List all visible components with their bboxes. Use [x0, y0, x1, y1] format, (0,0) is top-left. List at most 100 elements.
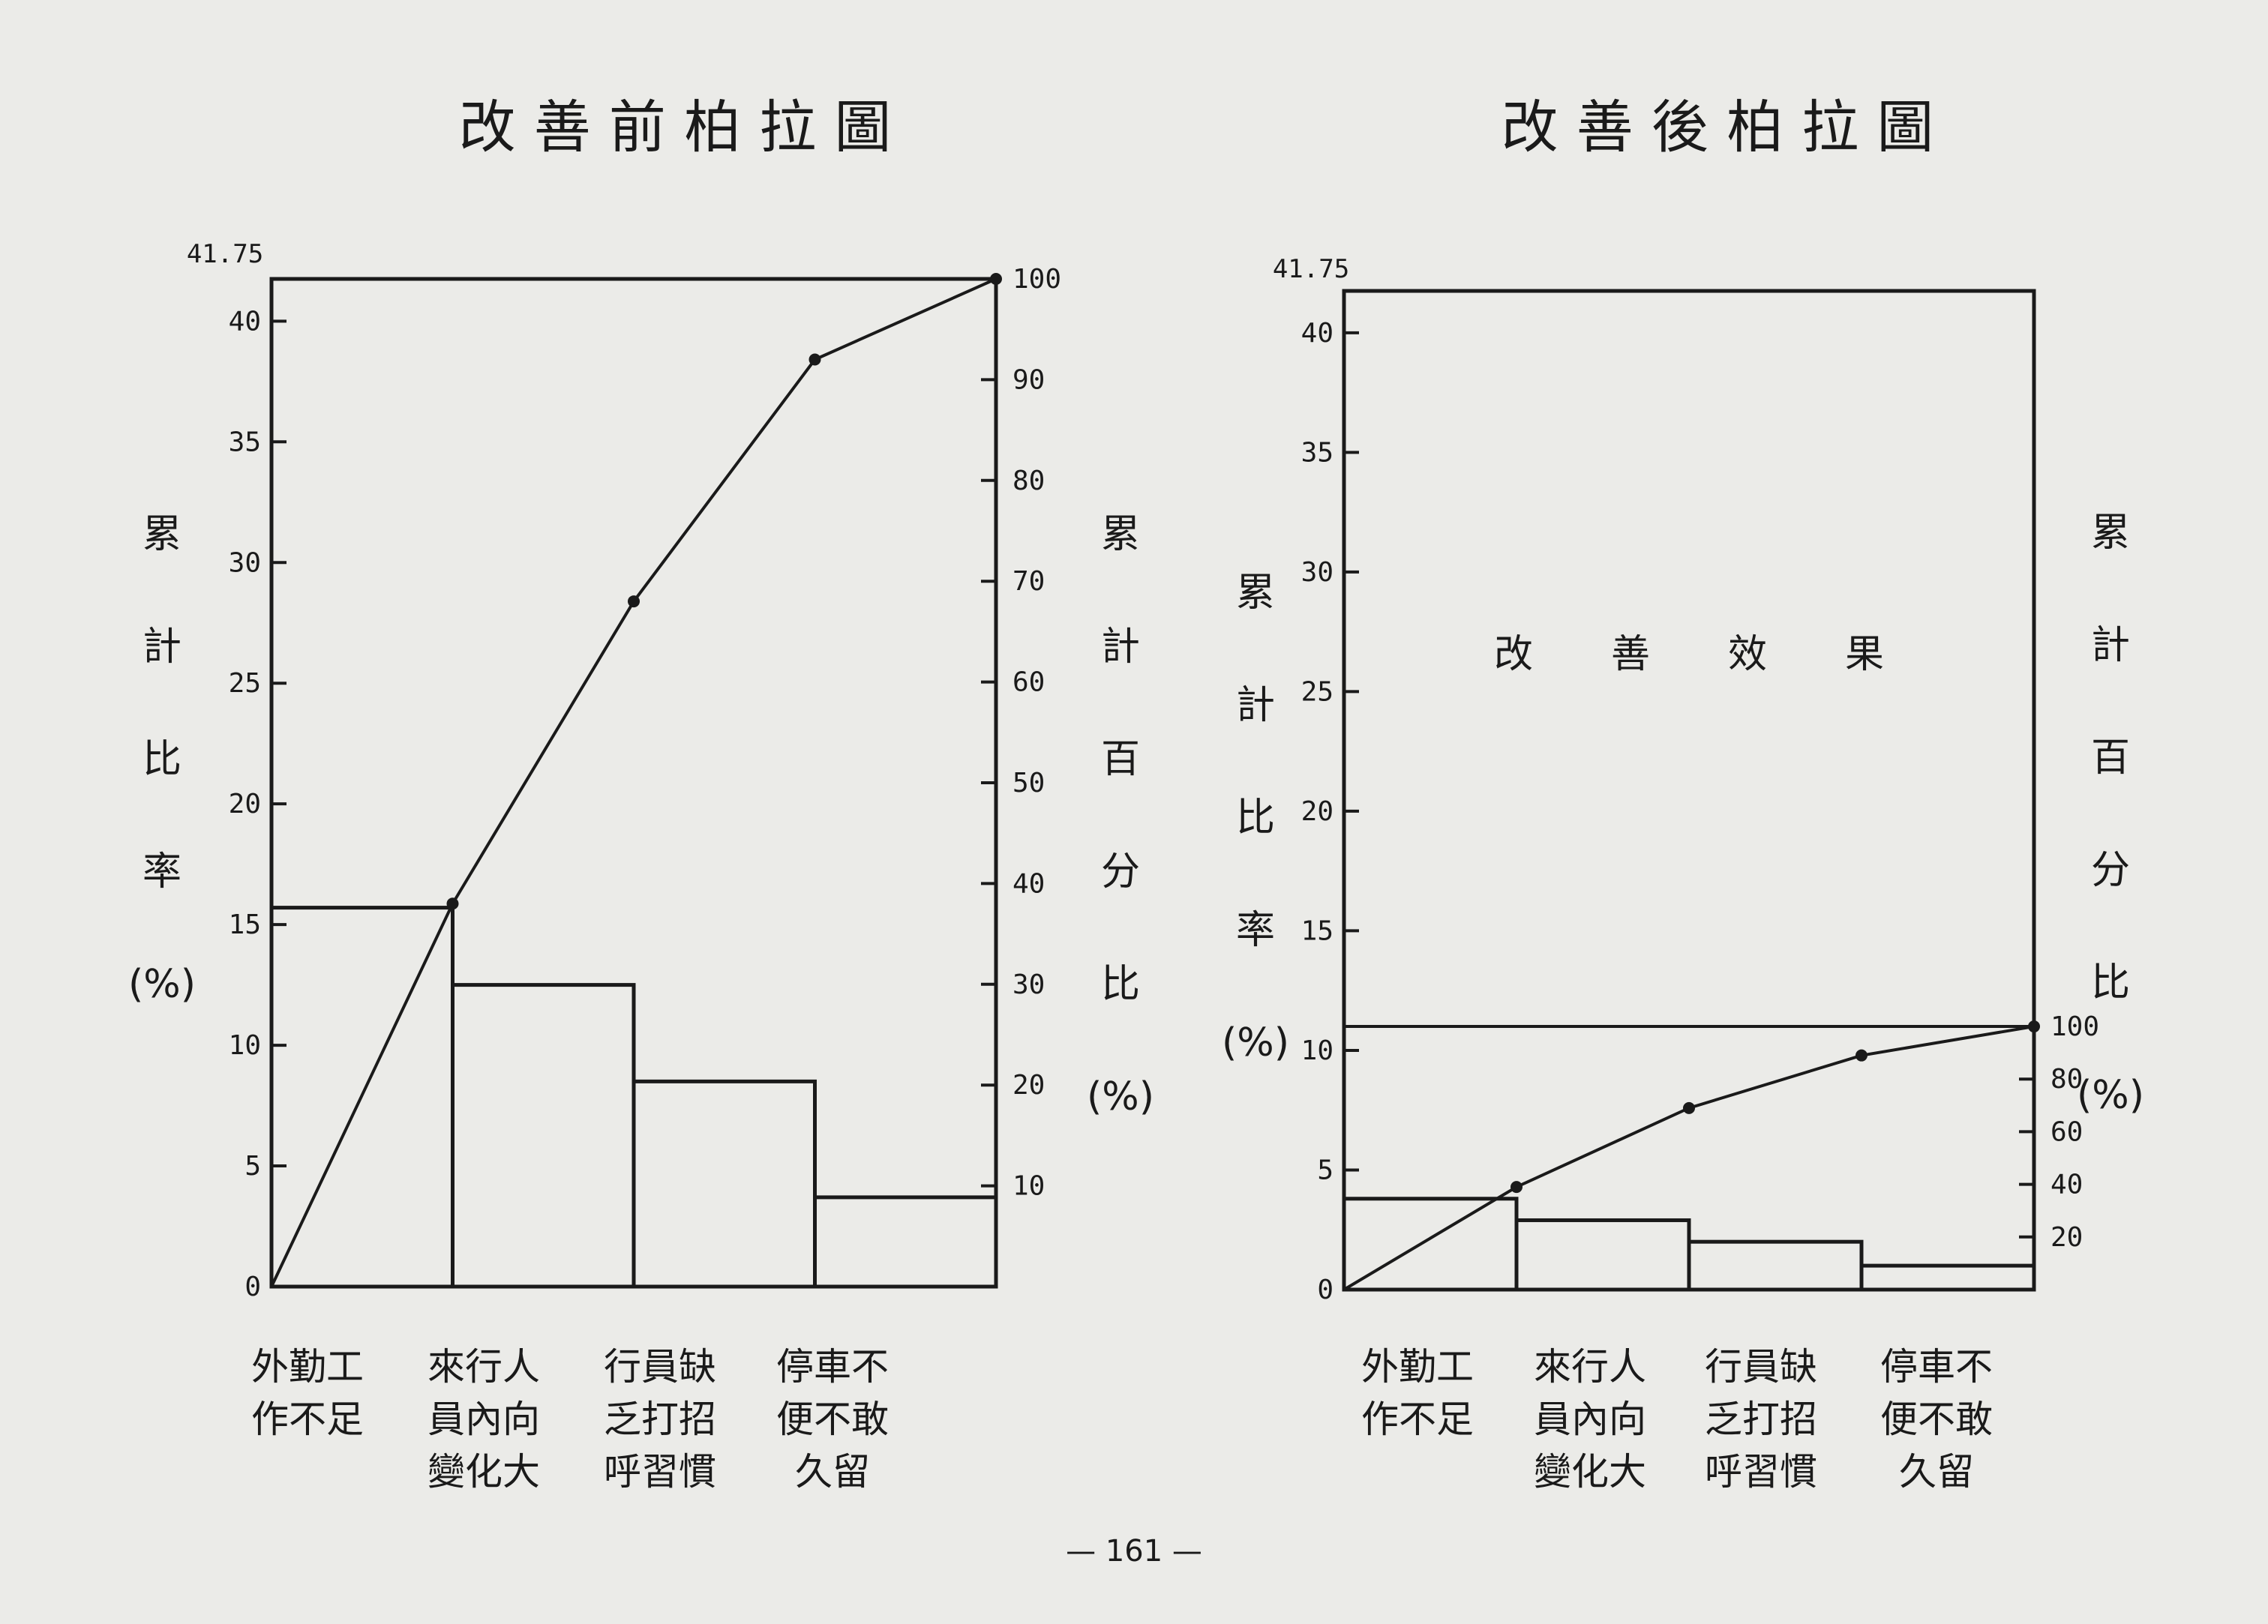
c2-y-axis-label-char: 比	[1236, 796, 1275, 840]
c2-category-label: 來行人	[1534, 1345, 1646, 1389]
c1-y2-tick-label: 60	[1012, 667, 1045, 698]
c2-plot-frame	[1342, 289, 2036, 1292]
c1-y-tick-label: 10	[229, 1030, 261, 1061]
c2-cumulative-point	[2028, 1020, 2040, 1033]
c2-category-label: 便不敢	[1880, 1398, 1993, 1441]
c2-y2-axis-label-char: 分	[2091, 848, 2130, 893]
c1-y2-axis-label-char: 百	[1101, 737, 1140, 782]
c2-y-tick-label: 5	[1317, 1155, 1334, 1185]
c2-y-tick-label: 25	[1301, 676, 1334, 707]
c2-y2-tick-label: 60	[2050, 1116, 2083, 1147]
c2-y2-tick-label: 20	[2050, 1222, 2083, 1253]
c1-y-axis-label-char: 計	[142, 625, 182, 670]
c2-y2-tick-label: 100	[2050, 1011, 2099, 1042]
c1-cumulative-point	[628, 595, 640, 608]
c1-category-label: 來行人	[428, 1345, 540, 1389]
c1-y-axis-label-char: 率	[142, 849, 182, 894]
page-number: — 161 —	[1066, 1534, 1202, 1569]
c2-cumulative-point	[1856, 1049, 1868, 1062]
c1-category-label: 便不敢	[776, 1398, 889, 1441]
c2-category-label: 停車不	[1880, 1345, 1993, 1389]
c2-category-label: 變化大	[1534, 1450, 1646, 1494]
c1-y2-tick-label: 70	[1012, 566, 1045, 597]
c1-y-tick-label: 5	[244, 1151, 261, 1182]
c1-y-tick-label: 25	[229, 668, 261, 699]
c2-category-label: 作不足	[1361, 1398, 1474, 1441]
c1-y2-tick-label: 40	[1012, 868, 1045, 899]
c1-category-label: 久留	[795, 1450, 870, 1494]
c2-y-axis-label-char: 率	[1236, 908, 1275, 953]
c1-y-axis-label-char: 比	[142, 737, 182, 782]
c2-cumulative-point	[1510, 1181, 1522, 1194]
c2-y2-axis-label-char: 百	[2091, 736, 2130, 781]
c2-y2-axis-label-char: 比	[2091, 960, 2130, 1005]
c1-y-tick-label: 15	[229, 909, 261, 940]
c1-y2-tick-label: 50	[1012, 768, 1045, 799]
c2-y2-tick-label: 40	[2050, 1170, 2083, 1200]
c1-y-max-label: 41.75	[187, 239, 263, 269]
c1-y-axis-label-char: 累	[142, 512, 182, 557]
c2-category-label: 久留	[1899, 1450, 1974, 1494]
c1-category-label: 外勤工	[251, 1345, 364, 1389]
c1-bar-3	[632, 1079, 817, 1289]
c2-bar-3	[1687, 1239, 1864, 1292]
c2-y-tick-label: 40	[1301, 318, 1334, 349]
c2-annotation: 改 善 效 果	[1494, 632, 1884, 677]
c1-category-label: 員內向	[428, 1398, 540, 1441]
c2-bar-4	[1859, 1263, 2036, 1292]
c1-y-tick-label: 35	[229, 427, 261, 457]
c1-y2-axis-label-char: (%)	[1087, 1074, 1154, 1119]
c1-bar-2	[451, 983, 636, 1289]
c1-y-tick-label: 0	[244, 1272, 261, 1302]
c1-y2-axis-label-char: 比	[1101, 962, 1140, 1007]
c1-category-label: 作不足	[251, 1398, 364, 1441]
c1-y-tick-label: 40	[229, 306, 261, 337]
c2-y-axis-label-char: 計	[1236, 683, 1275, 728]
c1-cumulative-point	[446, 897, 459, 910]
c2-y2-axis-label-char: (%)	[2077, 1073, 2144, 1118]
c2-y-tick-label: 0	[1317, 1275, 1334, 1305]
c2-category-label: 外勤工	[1361, 1345, 1474, 1389]
c1-y2-axis-label-char: 累	[1101, 512, 1140, 557]
c1-category-label: 變化大	[428, 1450, 540, 1494]
c2-category-label: 乏打招	[1705, 1398, 1817, 1441]
c1-y-tick-label: 30	[229, 547, 261, 578]
c2-category-label: 行員缺	[1705, 1345, 1817, 1389]
c1-cumulative-point	[990, 273, 1002, 285]
c2-y-axis-label-char: (%)	[1222, 1020, 1289, 1065]
c1-y2-axis-label-char: 分	[1101, 849, 1140, 894]
c2-bar-2	[1514, 1218, 1691, 1292]
c1-category-label: 呼習慣	[604, 1450, 716, 1494]
c1-bar-4	[813, 1195, 998, 1289]
c2-y-tick-label: 10	[1301, 1035, 1334, 1066]
c2-y2-tick-label: 80	[2050, 1064, 2083, 1095]
c1-y2-tick-label: 90	[1012, 364, 1045, 395]
c2-y-max-label: 41.75	[1273, 254, 1349, 284]
c1-category-label: 乏打招	[604, 1398, 716, 1441]
c1-cumulative-point	[808, 353, 821, 366]
c1-category-label: 停車不	[776, 1345, 889, 1389]
c1-y2-tick-label: 100	[1012, 264, 1061, 295]
c2-category-label: 員內向	[1534, 1398, 1646, 1441]
c1-y-axis-label-char: (%)	[128, 962, 196, 1007]
c2-y2-axis-label-char: 累	[2091, 511, 2130, 556]
c1-y2-tick-label: 30	[1012, 969, 1045, 1000]
c2-y-tick-label: 15	[1301, 915, 1334, 946]
c2-bar-1	[1342, 1197, 1519, 1292]
c2-y-tick-label: 30	[1301, 557, 1334, 588]
c2-category-label: 呼習慣	[1705, 1450, 1817, 1494]
c1-chart-title: 改 善 前 柏 拉 圖	[459, 94, 892, 160]
c2-y-tick-label: 35	[1301, 437, 1334, 468]
c1-y2-axis-label-char: 計	[1101, 625, 1140, 670]
c1-y2-tick-label: 20	[1012, 1070, 1045, 1101]
c2-y-tick-label: 20	[1301, 796, 1334, 827]
c2-cumulative-point	[1683, 1101, 1695, 1114]
c1-category-label: 行員缺	[604, 1345, 716, 1389]
c1-y2-tick-label: 80	[1012, 466, 1045, 496]
c2-y-axis-label-char: 累	[1236, 571, 1275, 616]
c1-y2-tick-label: 10	[1012, 1171, 1045, 1202]
c2-chart-title: 改 善 後 柏 拉 圖	[1502, 94, 1934, 160]
c2-y2-axis-label-char: 計	[2091, 623, 2130, 668]
